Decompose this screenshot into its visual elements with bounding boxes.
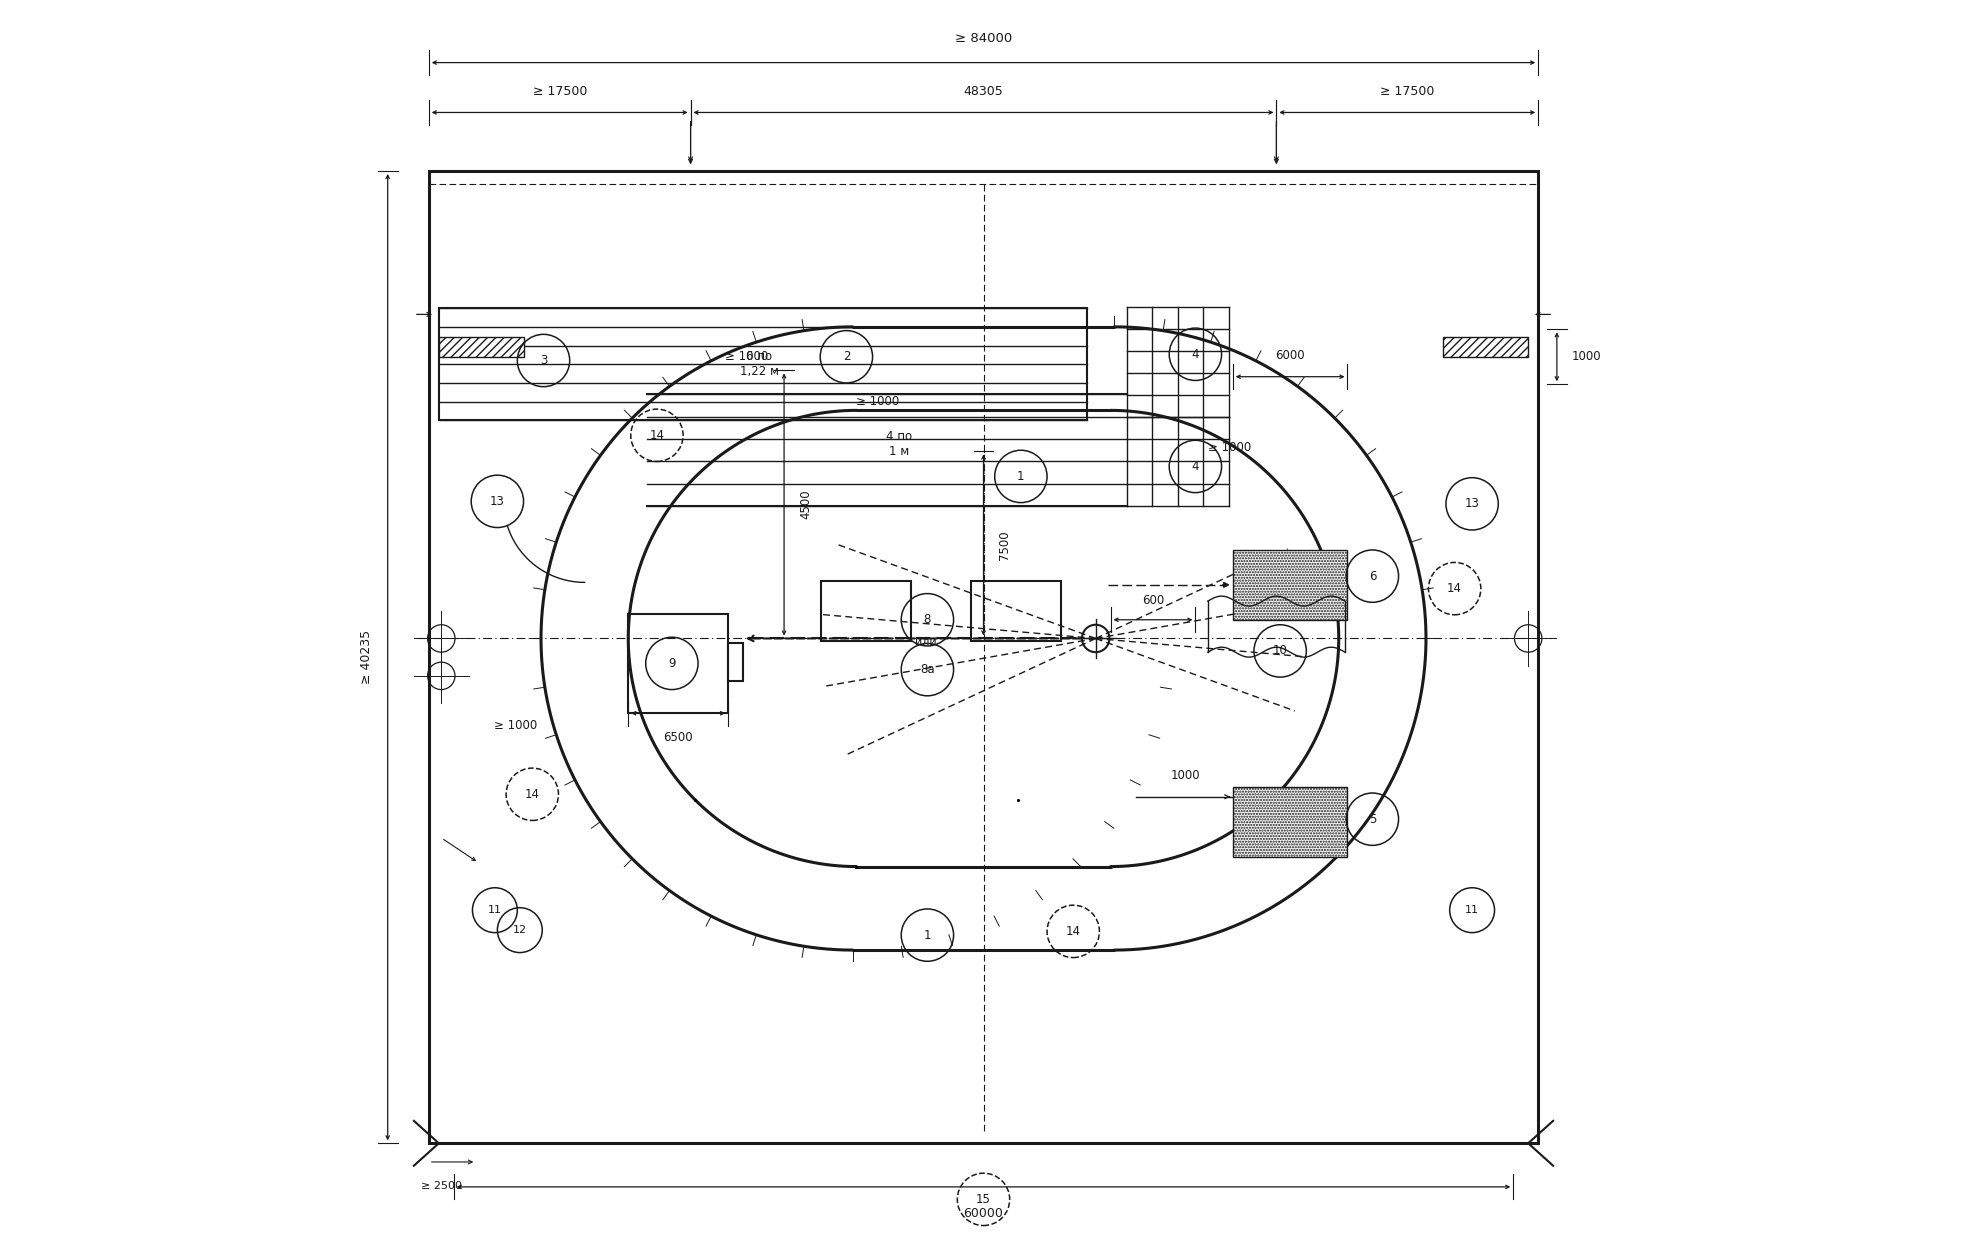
Text: 11: 11	[488, 905, 502, 915]
Text: 13: 13	[490, 495, 506, 508]
Text: 8: 8	[924, 613, 930, 626]
Bar	[728, 644, 744, 681]
Text: 12: 12	[513, 925, 527, 935]
Text: 1000: 1000	[1572, 351, 1601, 363]
Text: ≥ 17500: ≥ 17500	[533, 84, 586, 98]
Text: 4 по
1 м: 4 по 1 м	[885, 429, 913, 458]
Text: 13: 13	[1465, 497, 1479, 511]
Bar	[1444, 337, 1528, 357]
Text: 60000: 60000	[964, 1207, 1003, 1219]
Text: 4: 4	[1192, 348, 1200, 361]
Bar	[1233, 786, 1347, 856]
Text: 4500: 4500	[799, 490, 812, 520]
Text: 1: 1	[924, 929, 930, 942]
Text: ≥ 1000: ≥ 1000	[856, 396, 899, 408]
Bar	[1233, 550, 1347, 620]
Text: 5: 5	[1369, 813, 1377, 826]
Text: 48305: 48305	[964, 84, 1003, 98]
Text: 11: 11	[1465, 905, 1479, 915]
Text: 14: 14	[1448, 582, 1461, 595]
Text: 14: 14	[649, 428, 665, 442]
Text: 6000: 6000	[1275, 349, 1304, 362]
Text: 600: 600	[1143, 595, 1164, 607]
Text: 9: 9	[669, 657, 675, 670]
Text: ≥ 1000: ≥ 1000	[726, 351, 769, 363]
Text: ≥ 1000: ≥ 1000	[494, 719, 537, 732]
Text: 1: 1	[1017, 470, 1025, 483]
Text: ≥ 40235: ≥ 40235	[360, 630, 372, 685]
Text: ≥ 84000: ≥ 84000	[954, 33, 1013, 45]
Text: 6: 6	[1369, 570, 1377, 582]
Text: ≥ 1000: ≥ 1000	[1208, 441, 1251, 454]
Text: 14: 14	[525, 788, 539, 801]
Text: ≥ 2500: ≥ 2500	[421, 1181, 462, 1191]
Text: 15: 15	[976, 1193, 991, 1206]
Bar	[429, 172, 1538, 1143]
Bar	[627, 613, 728, 714]
Text: 2: 2	[842, 351, 850, 363]
Text: или: или	[915, 637, 936, 647]
Text: 6500: 6500	[663, 731, 692, 744]
Bar	[439, 337, 523, 357]
Text: ≥ 17500: ≥ 17500	[1381, 84, 1434, 98]
Text: 14: 14	[1066, 925, 1080, 938]
Text: 3: 3	[539, 354, 547, 367]
Text: 7500: 7500	[999, 530, 1011, 560]
Bar	[822, 581, 911, 641]
Text: 6 по
1,22 м: 6 по 1,22 м	[740, 351, 779, 378]
Bar	[972, 581, 1060, 641]
Text: 4: 4	[1192, 459, 1200, 473]
Bar	[439, 308, 1088, 421]
Text: 10: 10	[1273, 645, 1288, 657]
Text: 8а: 8а	[921, 664, 934, 676]
Text: 1000: 1000	[1170, 769, 1200, 781]
